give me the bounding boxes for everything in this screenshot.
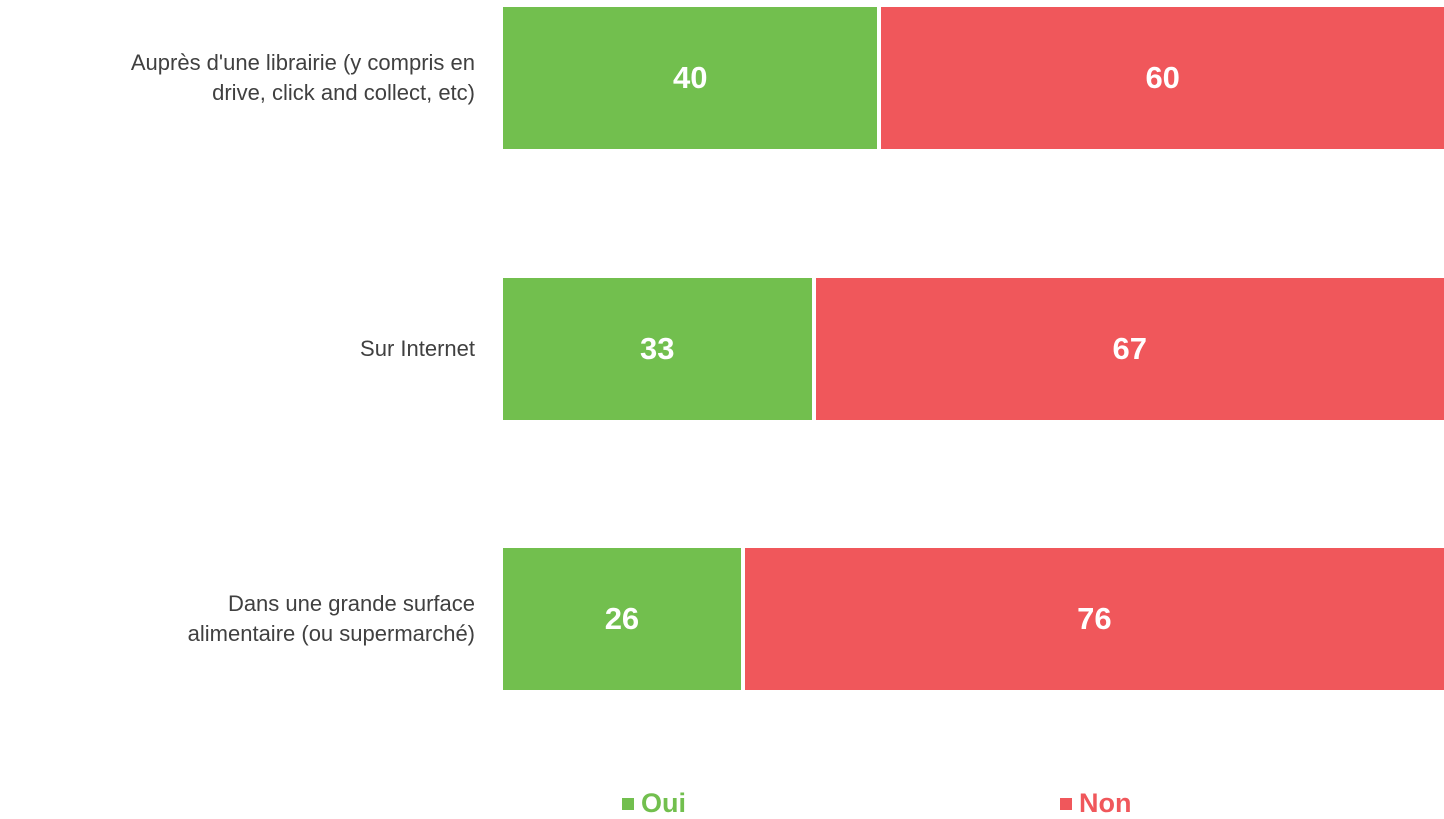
legend-label: Non	[1079, 788, 1132, 818]
value-label: 26	[604, 601, 640, 636]
value-label: 67	[1112, 331, 1147, 366]
legend-swatch	[622, 797, 634, 810]
legend-item: Oui	[622, 788, 686, 819]
bar-segment: 76	[744, 548, 1444, 690]
value-label: 33	[640, 331, 675, 366]
legend-item: Non	[1060, 788, 1131, 819]
bar-segment: 67	[815, 278, 1444, 420]
category-label: Dans une grande surface alimentaire (ou …	[187, 591, 475, 646]
bar-segment: 60	[881, 7, 1444, 149]
value-label: 60	[1145, 60, 1180, 95]
bar-segment: 33	[503, 278, 812, 420]
value-label: 40	[672, 60, 708, 95]
bar-segment: 26	[503, 548, 741, 690]
bar-segment: 40	[503, 7, 878, 149]
value-label: 76	[1077, 601, 1112, 636]
category-label: Auprès d'une librairie (y compris en dri…	[130, 50, 475, 105]
legend-swatch	[1060, 797, 1072, 810]
category-label: Sur Internet	[360, 336, 475, 361]
legend-label: Oui	[641, 788, 686, 818]
